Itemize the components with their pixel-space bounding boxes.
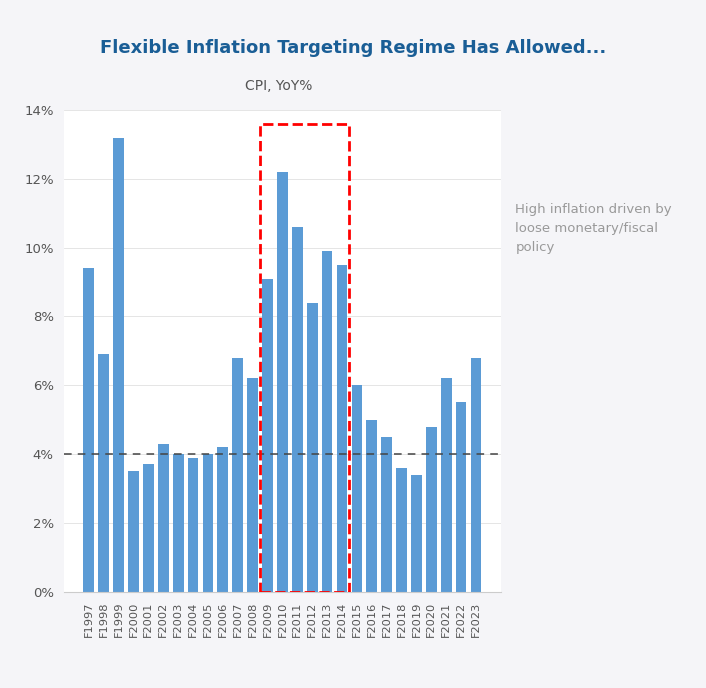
Bar bbox=[83, 268, 94, 592]
Text: High inflation driven by
loose monetary/fiscal
policy: High inflation driven by loose monetary/… bbox=[515, 203, 672, 254]
Bar bbox=[292, 227, 303, 592]
Bar bbox=[352, 385, 362, 592]
Bar bbox=[456, 402, 467, 592]
Bar bbox=[411, 475, 421, 592]
Bar bbox=[98, 354, 109, 592]
Bar bbox=[381, 437, 392, 592]
Bar bbox=[277, 172, 288, 592]
Bar bbox=[113, 138, 124, 592]
Bar bbox=[143, 464, 154, 592]
Bar bbox=[307, 303, 318, 592]
Bar bbox=[366, 420, 377, 592]
Text: CPI, YoY%: CPI, YoY% bbox=[245, 79, 313, 93]
Bar bbox=[188, 458, 198, 592]
Bar bbox=[158, 444, 169, 592]
Bar bbox=[322, 251, 333, 592]
Bar bbox=[441, 378, 452, 592]
Bar bbox=[173, 454, 184, 592]
Bar bbox=[217, 447, 228, 592]
Bar bbox=[203, 454, 213, 592]
Bar bbox=[426, 427, 437, 592]
Bar bbox=[128, 471, 139, 592]
Bar bbox=[262, 279, 273, 592]
Bar bbox=[247, 378, 258, 592]
Bar bbox=[232, 358, 243, 592]
Bar bbox=[261, 124, 349, 592]
Bar bbox=[396, 468, 407, 592]
Text: Flexible Inflation Targeting Regime Has Allowed...: Flexible Inflation Targeting Regime Has … bbox=[100, 39, 606, 57]
Bar bbox=[337, 265, 347, 592]
Bar bbox=[471, 358, 481, 592]
